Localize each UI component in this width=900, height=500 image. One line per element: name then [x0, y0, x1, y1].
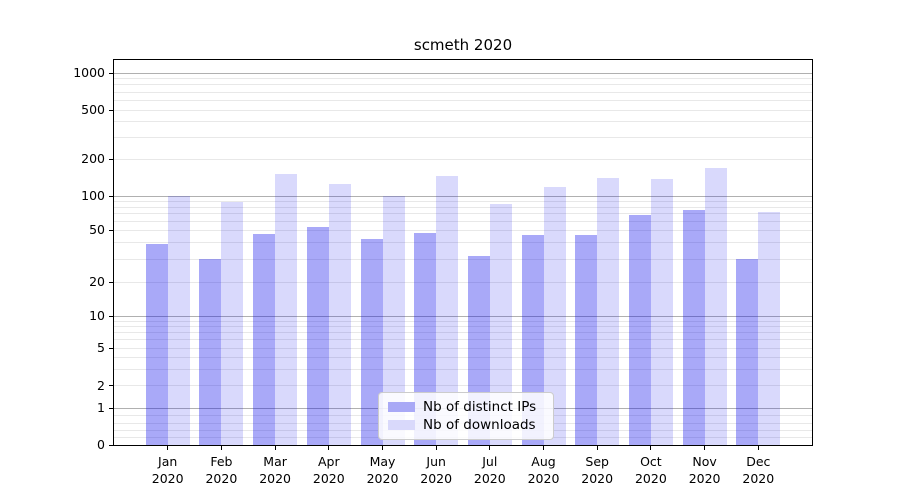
bar-distinct-ips	[575, 235, 598, 445]
x-tick-label: Aug 2020	[527, 454, 560, 486]
y-tick-label: 2	[97, 377, 105, 393]
legend: Nb of distinct IPs Nb of downloads	[378, 392, 554, 440]
y-tick-label: 20	[89, 274, 105, 289]
minor-gridline	[114, 347, 812, 349]
minor-gridline	[114, 326, 812, 327]
x-tick	[704, 446, 706, 450]
minor-gridline	[114, 258, 812, 260]
x-tick-label: Jul 2020	[473, 454, 506, 486]
x-tick	[435, 446, 437, 450]
bar-downloads	[436, 175, 459, 445]
bar-distinct-ips	[682, 210, 705, 445]
minor-gridline	[114, 158, 812, 160]
minor-gridline	[114, 99, 812, 101]
x-tick-label: Jan 2020	[151, 454, 184, 486]
minor-gridline	[114, 320, 812, 322]
y-tick-label: 10	[89, 308, 105, 324]
major-gridline	[114, 72, 812, 74]
bar-distinct-ips	[360, 238, 383, 445]
legend-swatch-downloads	[388, 420, 415, 430]
minor-gridline	[114, 332, 812, 334]
minor-gridline	[114, 220, 812, 222]
x-tick	[274, 446, 276, 450]
x-tick-label: Dec 2020	[742, 454, 775, 486]
bar-downloads	[704, 168, 727, 445]
plot-area	[113, 59, 813, 446]
x-tick-label: Sep 2020	[581, 454, 614, 486]
x-tick-label: May 2020	[366, 454, 399, 486]
bar-downloads	[167, 196, 190, 445]
x-tick	[382, 446, 383, 450]
minor-gridline	[114, 84, 812, 86]
bar-downloads	[382, 196, 405, 445]
legend-item: Nb of downloads	[388, 416, 543, 434]
x-tick-label: Jun 2020	[420, 454, 453, 486]
minor-gridline	[114, 229, 812, 231]
minor-gridline	[114, 356, 812, 358]
y-tick-label: 200	[81, 151, 105, 166]
legend-item-label: Nb of downloads	[423, 417, 536, 433]
minor-gridline	[114, 91, 812, 93]
bar-distinct-ips	[306, 227, 329, 445]
x-tick	[328, 446, 330, 450]
x-tick-label: Nov 2020	[688, 454, 721, 486]
x-tick-label: Apr 2020	[312, 454, 345, 486]
major-gridline	[114, 315, 812, 317]
x-tick-label: Feb 2020	[205, 454, 238, 486]
y-tick-label: 500	[81, 102, 105, 117]
legend-item-label: Nb of distinct IPs	[423, 399, 537, 415]
bar-downloads	[489, 204, 512, 445]
bar-downloads	[328, 184, 351, 445]
minor-gridline	[114, 281, 812, 283]
minor-gridline	[114, 200, 812, 202]
minor-gridline	[114, 121, 812, 123]
y-tick-label: 1	[97, 400, 105, 416]
x-tick	[650, 446, 652, 450]
y-tick-label: 50	[89, 222, 105, 238]
x-tick-label: Oct 2020	[634, 454, 667, 486]
bar-distinct-ips	[414, 232, 437, 445]
bar-downloads	[758, 212, 781, 445]
minor-gridline	[114, 206, 812, 208]
minor-gridline	[114, 109, 812, 111]
y-tick-label: 0	[97, 437, 105, 452]
chart-title: scmeth 2020	[413, 36, 513, 54]
bar-downloads	[221, 202, 244, 445]
minor-gridline	[114, 213, 812, 215]
y-tick-label: 5	[97, 340, 105, 355]
bar-distinct-ips	[628, 215, 651, 445]
x-tick	[757, 446, 759, 450]
x-tick	[489, 446, 491, 450]
bar-downloads	[543, 187, 566, 445]
bar-downloads	[275, 174, 298, 445]
x-tick	[543, 446, 544, 450]
minor-gridline	[114, 242, 812, 244]
x-tick	[596, 446, 598, 450]
minor-gridline	[114, 385, 812, 387]
bar-distinct-ips	[253, 233, 276, 445]
x-tick	[167, 446, 169, 450]
minor-gridline	[114, 339, 812, 341]
legend-item: Nb of distinct IPs	[388, 398, 543, 416]
bar-downloads	[597, 178, 620, 445]
minor-gridline	[114, 78, 812, 80]
bar-distinct-ips	[145, 244, 168, 445]
x-tick	[220, 446, 222, 450]
y-tick-label: 1000	[73, 65, 105, 80]
x-tick-label: Mar 2020	[259, 454, 291, 486]
bar-downloads	[650, 178, 673, 445]
bar-distinct-ips	[199, 259, 222, 445]
major-gridline	[114, 195, 812, 197]
minor-gridline	[114, 136, 812, 138]
y-tick-label: 100	[81, 188, 105, 203]
bar-distinct-ips	[736, 259, 759, 445]
minor-gridline	[114, 368, 812, 370]
legend-swatch-distinct-ips	[388, 402, 415, 412]
